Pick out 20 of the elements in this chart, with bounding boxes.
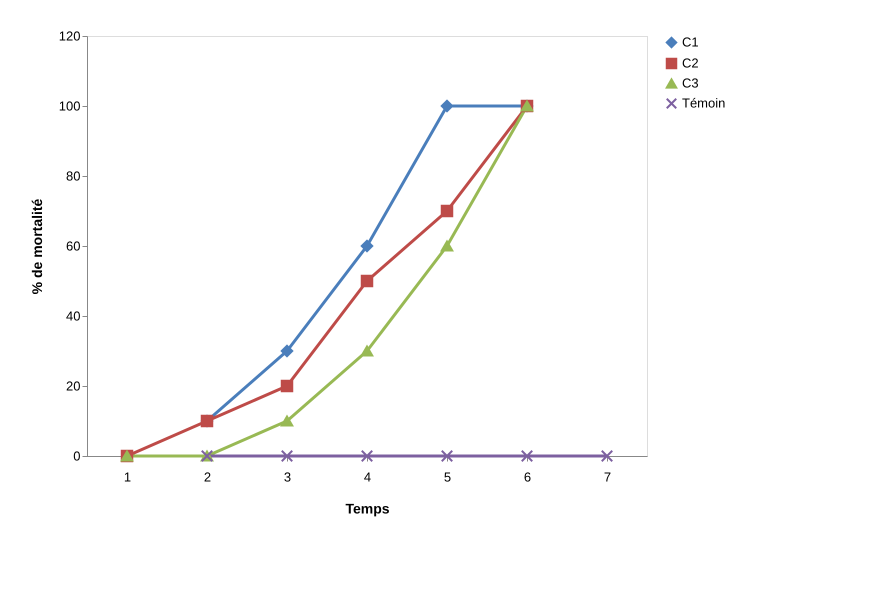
x-tick-label: 2 — [204, 470, 212, 484]
y-tick-label: 120 — [58, 28, 80, 44]
x-tick-label: 1 — [124, 470, 132, 484]
x-axis-title: Temps — [345, 500, 390, 516]
y-tick-label: 60 — [66, 238, 80, 254]
x-tick-label: 5 — [444, 470, 452, 484]
y-tick-label: 100 — [58, 98, 80, 114]
legend-label: C3 — [682, 76, 699, 90]
y-axis-title: % de mortalité — [28, 198, 45, 294]
x-tick-label: 6 — [524, 470, 532, 484]
x-tick-label: 7 — [604, 470, 612, 484]
y-tick-label: 40 — [66, 308, 80, 324]
legend-label: C1 — [682, 34, 699, 50]
x-tick-label: 4 — [364, 470, 372, 484]
x-tick-label: 3 — [284, 470, 292, 484]
y-tick-label: 0 — [73, 448, 80, 464]
y-tick-label: 80 — [66, 168, 80, 184]
legend-label: C2 — [682, 56, 699, 70]
legend-label: Témoin — [682, 96, 726, 110]
y-tick-label: 20 — [66, 378, 80, 394]
